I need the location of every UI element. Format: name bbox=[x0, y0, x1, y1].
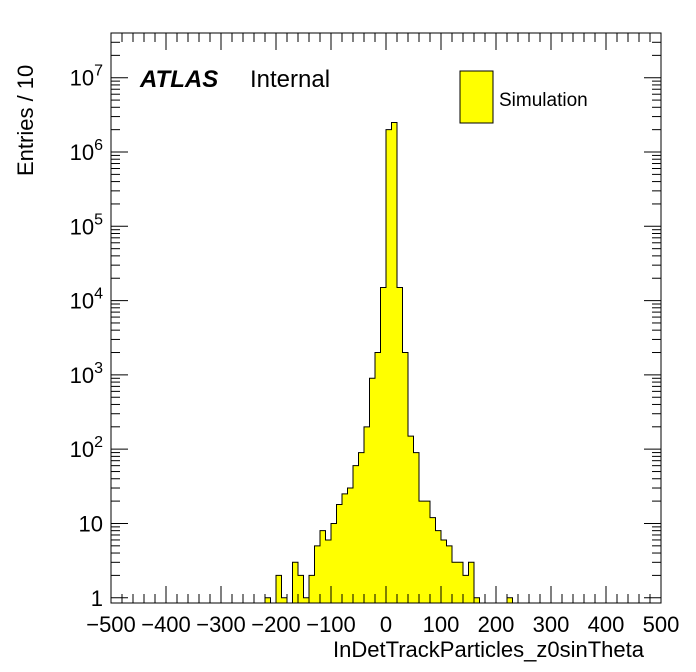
x-tick-label: 500 bbox=[643, 612, 680, 637]
histogram-outline bbox=[264, 121, 513, 603]
histogram-bar bbox=[468, 562, 474, 603]
histogram-bar bbox=[303, 597, 309, 603]
x-tick-label: 300 bbox=[533, 612, 570, 637]
x-tick-label: 400 bbox=[588, 612, 625, 637]
histogram-bar bbox=[402, 352, 408, 603]
x-tick-label: −200 bbox=[251, 612, 301, 637]
histogram-bar bbox=[435, 530, 441, 603]
histogram-bar bbox=[507, 597, 513, 603]
histogram-bar bbox=[364, 426, 370, 603]
x-tick-label: −500 bbox=[86, 612, 136, 637]
histogram-bar bbox=[309, 575, 315, 603]
histogram-bar bbox=[342, 493, 348, 603]
x-tick-label: −300 bbox=[196, 612, 246, 637]
histogram-bar bbox=[265, 597, 271, 603]
axis-ticks bbox=[110, 32, 662, 603]
histogram-bar bbox=[419, 501, 425, 603]
y-tick-label: 102 bbox=[70, 434, 103, 462]
x-axis-title: InDetTrackParticles_z0sinTheta bbox=[333, 637, 645, 662]
internal-label: Internal bbox=[250, 66, 330, 93]
histogram-bar bbox=[457, 562, 463, 603]
histogram-bar bbox=[430, 517, 436, 603]
histogram-bar bbox=[336, 504, 342, 603]
y-tick-label: 105 bbox=[70, 211, 103, 239]
histogram-bars bbox=[264, 121, 513, 604]
y-tick-label: 1 bbox=[91, 586, 103, 611]
histogram-bar bbox=[314, 545, 320, 603]
histogram-bar bbox=[408, 436, 414, 603]
histogram-bar bbox=[369, 378, 375, 603]
histogram-bar bbox=[331, 523, 337, 603]
histogram-bar bbox=[325, 539, 331, 603]
histogram-bar bbox=[353, 465, 359, 603]
y-tick-label: 103 bbox=[70, 360, 103, 388]
histogram-bar bbox=[474, 597, 480, 603]
y-tick-label: 107 bbox=[70, 63, 103, 91]
histogram-bar bbox=[298, 575, 304, 603]
x-tick-label: 200 bbox=[478, 612, 515, 637]
atlas-label: ATLAS bbox=[139, 66, 218, 93]
x-tick-label: 0 bbox=[380, 612, 392, 637]
legend-label: Simulation bbox=[499, 90, 588, 111]
x-tick-label: 100 bbox=[423, 612, 460, 637]
x-tick-labels: −500 −400 −300 −200 −100 0 100 200 300 400 500 bbox=[86, 612, 679, 637]
y-tick-label: 106 bbox=[70, 137, 103, 165]
histogram-bar bbox=[413, 452, 419, 603]
x-tick-label: −400 bbox=[141, 612, 191, 637]
histogram-bar bbox=[281, 597, 287, 603]
y-tick-label: 104 bbox=[70, 286, 103, 314]
legend-swatch bbox=[459, 70, 494, 124]
x-tick-label: −100 bbox=[306, 612, 356, 637]
histogram-bar bbox=[386, 129, 392, 603]
histogram-bar bbox=[292, 562, 298, 603]
y-axis-title: Entries / 10 bbox=[13, 65, 38, 176]
histogram-bar bbox=[276, 575, 282, 603]
histogram-bar bbox=[441, 539, 447, 603]
histogram-bar bbox=[380, 287, 386, 603]
y-tick-label: 10 bbox=[79, 511, 103, 536]
histogram-bar bbox=[358, 452, 364, 603]
y-tick-labels: 1 10 102 103 104 105 106 107 bbox=[70, 63, 103, 611]
histogram-bar bbox=[347, 488, 353, 603]
histogram-bar bbox=[391, 122, 397, 604]
histogram-bar bbox=[424, 501, 430, 603]
histogram-bar bbox=[320, 530, 326, 603]
histogram-bar bbox=[452, 562, 458, 603]
histogram-bar bbox=[463, 575, 469, 603]
histogram-bar bbox=[375, 352, 381, 603]
histogram-bar bbox=[397, 287, 403, 603]
histogram-bar bbox=[446, 545, 452, 603]
